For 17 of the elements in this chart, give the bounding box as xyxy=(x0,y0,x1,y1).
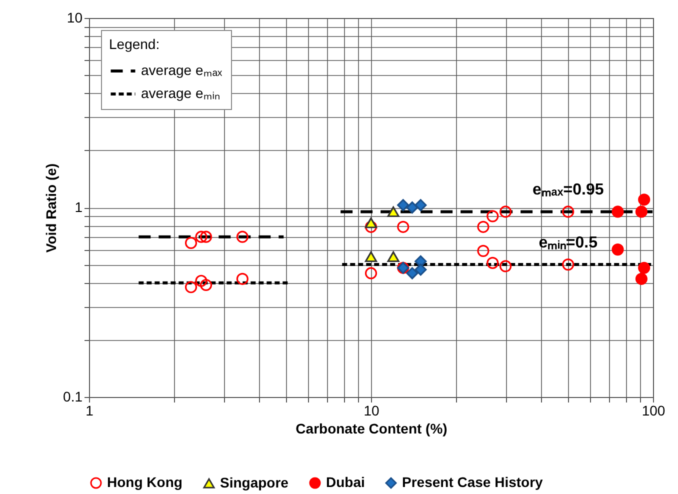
y-tick-label: 10 xyxy=(66,10,83,26)
legend-label: Present Case History xyxy=(402,474,544,490)
x-tick-label: 1 xyxy=(86,402,94,418)
x-axis-title: Carbonate Content (%) xyxy=(296,420,448,436)
annotation: eₘᵢₙ=0.5 xyxy=(538,234,598,252)
y-tick-label: 0.1 xyxy=(63,388,83,404)
legend-label: average eₘᵢₙ xyxy=(141,85,220,101)
legend-label: Hong Kong xyxy=(107,474,182,490)
x-tick-label: 10 xyxy=(364,402,380,418)
x-tick-label: 100 xyxy=(642,402,666,418)
legend-label: Dubai xyxy=(326,474,365,490)
y-tick-label: 1 xyxy=(74,199,83,215)
y-axis-title: Void Ratio (e) xyxy=(43,163,60,253)
legend-label: average eₘₐₓ xyxy=(141,62,222,78)
annotation: eₘₐₓ=0.95 xyxy=(532,182,604,199)
legend-label: Singapore xyxy=(220,474,289,490)
legend-title: Legend: xyxy=(109,36,160,52)
